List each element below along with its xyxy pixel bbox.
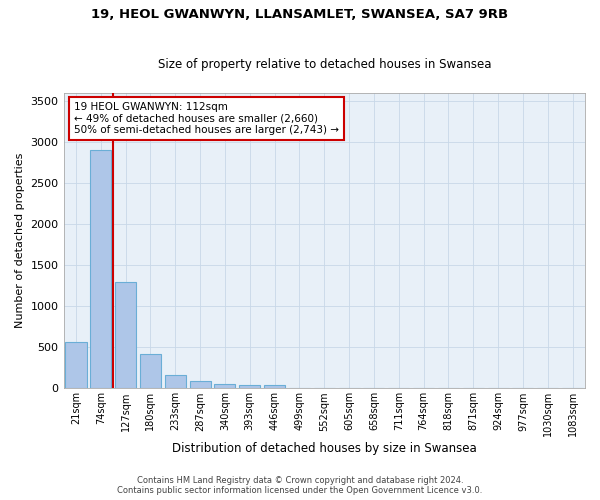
Bar <box>214 384 235 388</box>
Bar <box>264 384 285 388</box>
Bar <box>90 150 112 388</box>
Bar <box>140 354 161 388</box>
X-axis label: Distribution of detached houses by size in Swansea: Distribution of detached houses by size … <box>172 442 476 455</box>
Bar <box>115 282 136 389</box>
Bar <box>190 382 211 388</box>
Text: Contains HM Land Registry data © Crown copyright and database right 2024.
Contai: Contains HM Land Registry data © Crown c… <box>118 476 482 495</box>
Text: 19, HEOL GWANWYN, LLANSAMLET, SWANSEA, SA7 9RB: 19, HEOL GWANWYN, LLANSAMLET, SWANSEA, S… <box>91 8 509 20</box>
Title: Size of property relative to detached houses in Swansea: Size of property relative to detached ho… <box>158 58 491 71</box>
Bar <box>239 384 260 388</box>
Bar <box>165 376 186 388</box>
Bar <box>65 342 86 388</box>
Text: 19 HEOL GWANWYN: 112sqm
← 49% of detached houses are smaller (2,660)
50% of semi: 19 HEOL GWANWYN: 112sqm ← 49% of detache… <box>74 102 339 135</box>
Y-axis label: Number of detached properties: Number of detached properties <box>15 153 25 328</box>
